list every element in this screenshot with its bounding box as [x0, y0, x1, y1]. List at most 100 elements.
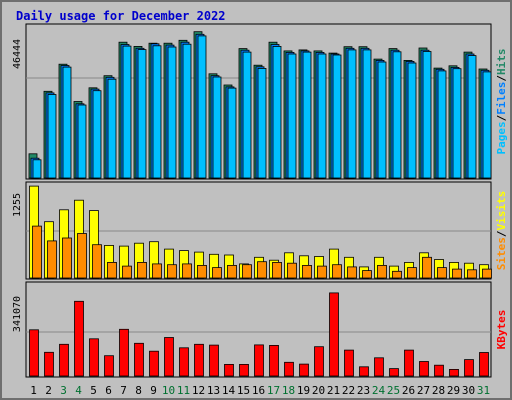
bar-kbytes-1	[29, 329, 39, 377]
bar-kbytes-3	[59, 343, 69, 377]
bar-sites-23	[362, 270, 372, 279]
bar-pages-20	[317, 53, 327, 179]
bar-sites-31	[482, 268, 492, 279]
bar-kbytes-25	[389, 368, 399, 377]
side-label-middle: Sites/Visits	[495, 191, 508, 271]
bar-kbytes-22	[344, 349, 354, 377]
bar-pages-9	[152, 45, 162, 179]
xtick-day-1: 1	[30, 384, 37, 397]
bar-sites-16	[257, 261, 267, 279]
bar-kbytes-15	[239, 363, 249, 377]
bar-sites-25	[392, 270, 402, 279]
bar-kbytes-12	[194, 343, 204, 377]
bar-pages-21	[332, 54, 342, 179]
bar-sites-21	[332, 264, 342, 279]
bar-kbytes-20	[314, 346, 324, 377]
bar-pages-26	[407, 62, 417, 179]
xtick-day-20: 20	[312, 384, 325, 397]
bar-pages-15	[242, 51, 252, 179]
bar-pages-16	[257, 68, 267, 179]
bar-kbytes-9	[149, 350, 159, 377]
xtick-day-10: 10	[162, 384, 175, 397]
bar-pages-8	[137, 49, 147, 179]
bar-sites-26	[407, 267, 417, 279]
bar-pages-14	[227, 87, 237, 179]
xtick-day-13: 13	[207, 384, 220, 397]
bar-kbytes-28	[434, 364, 444, 377]
xtick-day-16: 16	[252, 384, 265, 397]
bar-kbytes-19	[299, 363, 309, 377]
bar-sites-1	[32, 225, 42, 279]
xtick-day-19: 19	[297, 384, 310, 397]
bar-kbytes-21	[329, 292, 339, 377]
bar-pages-12	[197, 35, 207, 179]
xtick-day-31: 31	[477, 384, 490, 397]
bar-sites-10	[167, 264, 177, 279]
side-label-part: Pages	[495, 121, 508, 154]
bar-sites-14	[227, 264, 237, 279]
bar-pages-28	[437, 70, 447, 179]
ytick-max-middle: 1255	[12, 193, 23, 217]
bar-sites-20	[317, 265, 327, 279]
side-label-part: KBytes	[495, 310, 508, 350]
xtick-day-23: 23	[357, 384, 370, 397]
bar-pages-10	[167, 46, 177, 179]
bar-kbytes-30	[464, 359, 474, 377]
bar-sites-28	[437, 267, 447, 279]
bar-kbytes-16	[254, 344, 264, 377]
chart-title: Daily usage for December 2022	[16, 9, 226, 23]
bar-pages-24	[377, 61, 387, 179]
bar-kbytes-29	[449, 368, 459, 377]
bar-sites-13	[212, 267, 222, 279]
xtick-day-29: 29	[447, 384, 460, 397]
bar-sites-6	[107, 261, 117, 279]
bar-pages-4	[77, 104, 87, 179]
bar-pages-6	[107, 78, 117, 179]
xtick-day-11: 11	[177, 384, 190, 397]
bar-sites-7	[122, 265, 132, 279]
bar-sites-8	[137, 261, 147, 279]
bar-sites-3	[62, 237, 72, 279]
bar-pages-29	[452, 68, 462, 179]
bar-kbytes-4	[74, 300, 84, 377]
bar-pages-31	[482, 71, 492, 179]
bar-sites-19	[302, 264, 312, 279]
ytick-max-top: 46444	[12, 39, 23, 69]
xtick-day-26: 26	[402, 384, 415, 397]
xtick-day-17: 17	[267, 384, 280, 397]
side-label-bottom: KBytes	[495, 310, 508, 350]
bar-sites-27	[422, 256, 432, 279]
bar-sites-18	[287, 262, 297, 279]
bar-kbytes-26	[404, 349, 414, 377]
ytick-max-bottom: 341070	[12, 296, 23, 332]
bar-sites-4	[77, 233, 87, 279]
bar-kbytes-6	[104, 355, 114, 377]
bar-sites-17	[272, 261, 282, 279]
xtick-day-28: 28	[432, 384, 445, 397]
bar-sites-15	[242, 264, 252, 279]
bar-pages-27	[422, 51, 432, 179]
bar-pages-18	[287, 53, 297, 179]
xtick-day-27: 27	[417, 384, 430, 397]
side-label-part: /	[495, 230, 508, 237]
bar-kbytes-17	[269, 344, 279, 377]
bar-kbytes-2	[44, 351, 54, 377]
bar-kbytes-14	[224, 363, 234, 377]
bar-pages-17	[272, 46, 282, 179]
side-label-part: Hits	[495, 49, 508, 76]
xtick-day-30: 30	[462, 384, 475, 397]
xtick-day-22: 22	[342, 384, 355, 397]
bar-kbytes-24	[374, 357, 384, 377]
bar-kbytes-13	[209, 344, 219, 377]
bar-kbytes-8	[134, 342, 144, 377]
xtick-day-8: 8	[135, 384, 142, 397]
side-label-part: Sites	[495, 237, 508, 270]
xtick-day-12: 12	[192, 384, 205, 397]
bar-pages-22	[347, 49, 357, 179]
side-label-part: /	[495, 75, 508, 82]
xtick-day-14: 14	[222, 384, 236, 397]
bar-kbytes-10	[164, 337, 174, 377]
side-label-part: Files	[495, 82, 508, 115]
bar-sites-29	[452, 268, 462, 279]
